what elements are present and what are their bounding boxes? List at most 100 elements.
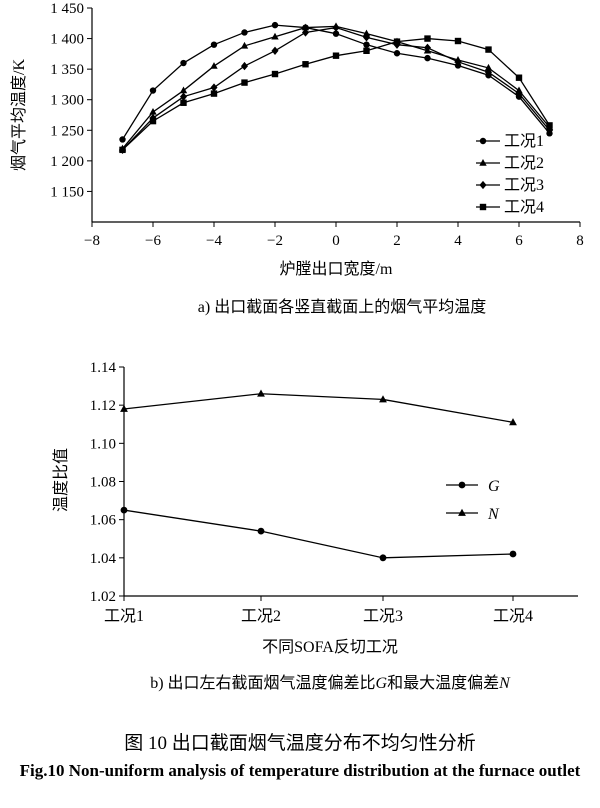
data-point — [393, 50, 401, 57]
y-tick-label: 1.14 — [90, 360, 117, 376]
data-point — [379, 395, 387, 403]
data-point — [393, 38, 401, 45]
data-point — [149, 107, 157, 115]
data-point — [119, 146, 126, 154]
data-point — [484, 63, 493, 71]
x-tick-label: 工况3 — [363, 608, 403, 625]
legend-marker — [458, 481, 466, 489]
data-point — [332, 23, 340, 32]
data-point — [120, 506, 128, 514]
data-point — [210, 90, 218, 97]
y-tick-label: 1 250 — [50, 123, 84, 139]
legend-label: 工况1 — [504, 133, 544, 150]
y-tick-label: 1.04 — [90, 551, 117, 567]
series-N — [120, 389, 517, 426]
legend-marker — [479, 137, 487, 145]
chart-b-legend: GN — [446, 478, 500, 523]
y-tick-label: 1 150 — [50, 184, 84, 200]
x-tick-label: 工况2 — [241, 608, 281, 625]
chart-a-x-axis-label: 炉膛出口宽度/m — [280, 260, 393, 278]
data-point — [362, 29, 371, 37]
legend-marker — [479, 203, 487, 211]
data-point — [424, 35, 431, 42]
series-line — [123, 393, 514, 423]
legend-entry: G — [446, 478, 500, 495]
data-point — [301, 23, 310, 31]
legend-entry: 工况1 — [476, 133, 544, 150]
data-point — [515, 74, 523, 81]
data-point — [515, 89, 523, 98]
data-point — [241, 29, 248, 36]
data-point — [271, 21, 279, 29]
data-point — [271, 46, 279, 55]
legend-label: N — [487, 506, 500, 523]
y-tick-label: 1.02 — [90, 589, 116, 605]
data-point — [332, 30, 340, 37]
data-point — [180, 59, 187, 67]
data-point — [484, 68, 493, 77]
data-point — [120, 404, 128, 412]
x-tick-label: −4 — [206, 233, 222, 249]
data-point — [119, 136, 126, 143]
series-line — [122, 25, 550, 150]
data-point — [271, 32, 279, 40]
data-point — [379, 554, 387, 562]
data-point — [424, 54, 431, 62]
y-tick-label: 1.06 — [90, 513, 117, 529]
data-point — [363, 47, 370, 54]
x-tick-label: −8 — [84, 233, 100, 249]
data-point — [301, 28, 310, 37]
series-line — [121, 24, 550, 140]
data-point — [362, 33, 371, 42]
data-point — [257, 527, 265, 535]
chart-a-caption: a) 出口截面各竖直截面上的烟气平均温度 — [198, 298, 486, 316]
data-point — [180, 99, 187, 106]
series-工况1 — [119, 21, 553, 143]
x-tick-label: −2 — [267, 233, 283, 249]
y-tick-label: 1.08 — [90, 475, 116, 491]
x-tick-label: 4 — [454, 233, 462, 249]
y-tick-label: 1.12 — [90, 398, 116, 414]
data-point — [240, 41, 249, 49]
series-line — [123, 509, 514, 559]
chart-a-y-tick-labels: 1 150 1 200 1 250 1 300 1 350 1 400 1 450 — [50, 1, 84, 200]
data-point — [302, 61, 309, 68]
data-point — [363, 41, 370, 48]
x-tick-label: 8 — [576, 233, 584, 249]
chart-a-x-tick-labels: −8 −6 −4 −2 0 2 4 6 8 — [84, 233, 584, 249]
y-tick-label: 1 350 — [50, 62, 84, 78]
chart-a-tick-marks — [87, 7, 581, 227]
chart-a-series — [118, 21, 554, 155]
data-point — [332, 52, 340, 59]
data-point — [485, 46, 492, 53]
data-point — [546, 122, 553, 129]
legend-entry: 工况3 — [476, 177, 544, 194]
legend-marker — [479, 180, 487, 190]
data-point — [241, 79, 248, 86]
data-point — [454, 37, 462, 45]
chart-a-y-axis-label: 烟气平均温度/K — [10, 59, 28, 171]
series-G — [120, 506, 517, 562]
x-tick-label: 工况1 — [104, 608, 144, 625]
data-point — [257, 389, 265, 397]
data-point — [210, 83, 218, 92]
data-point — [509, 550, 517, 558]
data-point — [240, 61, 249, 71]
series-工况4 — [119, 35, 553, 154]
chart-b-y-axis-label: 温度比值 — [52, 448, 70, 512]
x-tick-label: 0 — [332, 233, 340, 249]
chart-b-caption: b) 出口左右截面烟气温度偏差比G和最大温度偏差N — [150, 674, 511, 692]
figure-title-english: Fig.10 Non-uniform analysis of temperatu… — [19, 761, 581, 780]
legend-label: 工况3 — [504, 177, 544, 194]
y-tick-label: 1 450 — [50, 1, 84, 17]
series-工况2 — [118, 22, 554, 152]
y-tick-label: 1 400 — [50, 32, 84, 48]
legend-marker — [458, 508, 466, 516]
data-point — [271, 70, 279, 78]
y-tick-label: 1.10 — [90, 436, 116, 452]
data-point — [149, 117, 157, 125]
chart-b-x-tick-labels: 工况1 工况2 工况3 工况4 — [104, 608, 533, 625]
data-point — [149, 87, 157, 94]
